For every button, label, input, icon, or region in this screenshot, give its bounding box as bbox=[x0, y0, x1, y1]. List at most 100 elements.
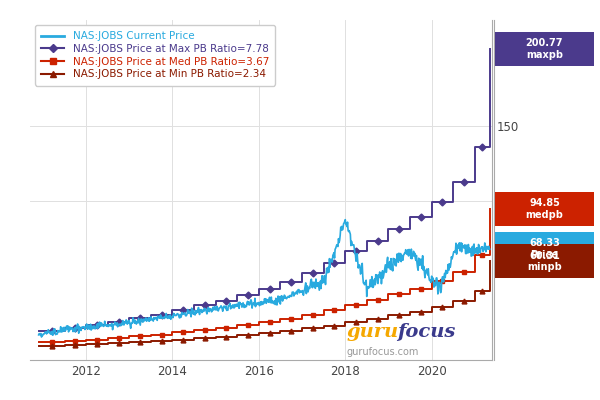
NAS:JOBS Price at Med PB Ratio=3.67 bbox=[83, 337, 90, 342]
NAS:JOBS Price at Med PB Ratio=3.67 bbox=[104, 337, 112, 342]
NAS:JOBS Price at Max PB Ratio=7.78 bbox=[147, 316, 154, 321]
NAS:JOBS Current Price bbox=[310, 280, 317, 284]
NAS:JOBS Price at Min PB Ratio=2.34 bbox=[341, 323, 349, 328]
NAS:JOBS Price at Max PB Ratio=7.78 bbox=[486, 144, 493, 149]
NAS:JOBS Price at Max PB Ratio=7.78 bbox=[341, 261, 349, 266]
NAS:JOBS Price at Max PB Ratio=7.78 bbox=[428, 215, 435, 220]
Line: NAS:JOBS Current Price: NAS:JOBS Current Price bbox=[38, 220, 490, 337]
Text: guru: guru bbox=[346, 323, 398, 341]
NAS:JOBS Price at Med PB Ratio=3.67 bbox=[471, 253, 478, 258]
NAS:JOBS Price at Min PB Ratio=2.34 bbox=[406, 309, 413, 314]
NAS:JOBS Price at Max PB Ratio=7.78 bbox=[83, 325, 90, 330]
NAS:JOBS Price at Min PB Ratio=2.34 bbox=[233, 333, 241, 338]
NAS:JOBS Price at Min PB Ratio=2.34 bbox=[212, 336, 219, 341]
NAS:JOBS Price at Med PB Ratio=3.67 bbox=[385, 297, 392, 302]
NAS:JOBS Price at Max PB Ratio=7.78 bbox=[61, 328, 68, 333]
NAS:JOBS Price at Med PB Ratio=3.67 bbox=[428, 279, 435, 284]
NAS:JOBS Price at Max PB Ratio=7.78 bbox=[104, 323, 112, 328]
NAS:JOBS Price at Med PB Ratio=3.67 bbox=[486, 207, 493, 212]
NAS:JOBS Price at Max PB Ratio=7.78 bbox=[385, 227, 392, 232]
NAS:JOBS Price at Med PB Ratio=3.67 bbox=[212, 326, 219, 330]
NAS:JOBS Current Price bbox=[63, 324, 70, 328]
Legend: NAS:JOBS Current Price, NAS:JOBS Price at Max PB Ratio=7.78, NAS:JOBS Price at M: NAS:JOBS Current Price, NAS:JOBS Price a… bbox=[35, 25, 275, 86]
NAS:JOBS Price at Med PB Ratio=3.67 bbox=[147, 332, 154, 337]
NAS:JOBS Price at Min PB Ratio=2.34 bbox=[126, 341, 133, 346]
NAS:JOBS Current Price bbox=[35, 332, 42, 337]
NAS:JOBS Price at Med PB Ratio=3.67 bbox=[320, 308, 327, 313]
NAS:JOBS Price at Min PB Ratio=2.34 bbox=[385, 316, 392, 321]
NAS:JOBS Price at Max PB Ratio=7.78 bbox=[255, 292, 262, 297]
NAS:JOBS Current Price bbox=[379, 274, 386, 279]
NAS:JOBS Price at Med PB Ratio=3.67 bbox=[320, 312, 327, 317]
NAS:JOBS Price at Min PB Ratio=2.34 bbox=[277, 331, 284, 336]
NAS:JOBS Price at Min PB Ratio=2.34 bbox=[341, 320, 349, 324]
Line: NAS:JOBS Price at Min PB Ratio=2.34: NAS:JOBS Price at Min PB Ratio=2.34 bbox=[38, 261, 490, 346]
NAS:JOBS Price at Med PB Ratio=3.67 bbox=[428, 286, 435, 291]
NAS:JOBS Price at Min PB Ratio=2.34 bbox=[255, 331, 262, 336]
NAS:JOBS Price at Min PB Ratio=2.34 bbox=[104, 342, 112, 347]
NAS:JOBS Price at Med PB Ratio=3.67 bbox=[341, 308, 349, 313]
NAS:JOBS Price at Med PB Ratio=3.67 bbox=[277, 320, 284, 325]
NAS:JOBS Price at Med PB Ratio=3.67 bbox=[341, 302, 349, 307]
NAS:JOBS Price at Max PB Ratio=7.78 bbox=[169, 308, 176, 312]
NAS:JOBS Price at Med PB Ratio=3.67 bbox=[255, 323, 262, 328]
NAS:JOBS Price at Med PB Ratio=3.67 bbox=[190, 328, 197, 333]
Text: 68.33
Price: 68.33 Price bbox=[529, 238, 560, 260]
NAS:JOBS Price at Med PB Ratio=3.67 bbox=[486, 253, 493, 258]
NAS:JOBS Price at Med PB Ratio=3.67 bbox=[471, 270, 478, 274]
Text: 200.77
maxpb: 200.77 maxpb bbox=[526, 38, 563, 60]
NAS:JOBS Current Price bbox=[425, 266, 432, 271]
NAS:JOBS Price at Min PB Ratio=2.34 bbox=[449, 305, 457, 310]
NAS:JOBS Price at Med PB Ratio=3.67 bbox=[190, 330, 197, 335]
NAS:JOBS Price at Max PB Ratio=7.78 bbox=[169, 312, 176, 317]
NAS:JOBS Price at Min PB Ratio=2.34 bbox=[190, 336, 197, 341]
NAS:JOBS Price at Max PB Ratio=7.78 bbox=[233, 292, 241, 297]
NAS:JOBS Current Price bbox=[38, 335, 45, 340]
NAS:JOBS Price at Min PB Ratio=2.34 bbox=[471, 288, 478, 293]
NAS:JOBS Price at Min PB Ratio=2.34 bbox=[471, 299, 478, 304]
NAS:JOBS Price at Max PB Ratio=7.78 bbox=[126, 320, 133, 324]
NAS:JOBS Price at Max PB Ratio=7.78 bbox=[298, 270, 305, 275]
NAS:JOBS Price at Min PB Ratio=2.34 bbox=[169, 337, 176, 342]
NAS:JOBS Price at Min PB Ratio=2.34 bbox=[428, 309, 435, 314]
NAS:JOBS Price at Max PB Ratio=7.78 bbox=[104, 320, 112, 324]
NAS:JOBS Price at Max PB Ratio=7.78 bbox=[471, 180, 478, 184]
NAS:JOBS Price at Med PB Ratio=3.67 bbox=[255, 320, 262, 325]
NAS:JOBS Price at Min PB Ratio=2.34 bbox=[449, 299, 457, 304]
NAS:JOBS Price at Max PB Ratio=7.78 bbox=[363, 238, 370, 243]
NAS:JOBS Price at Max PB Ratio=7.78 bbox=[277, 286, 284, 291]
NAS:JOBS Price at Min PB Ratio=2.34 bbox=[320, 326, 327, 331]
NAS:JOBS Price at Med PB Ratio=3.67 bbox=[104, 336, 112, 340]
NAS:JOBS Price at Min PB Ratio=2.34 bbox=[126, 340, 133, 344]
NAS:JOBS Price at Med PB Ratio=3.67 bbox=[406, 286, 413, 291]
NAS:JOBS Price at Med PB Ratio=3.67 bbox=[385, 292, 392, 297]
NAS:JOBS Price at Min PB Ratio=2.34 bbox=[298, 326, 305, 331]
NAS:JOBS Price at Max PB Ratio=7.78 bbox=[341, 249, 349, 254]
NAS:JOBS Price at Med PB Ratio=3.67 bbox=[233, 323, 241, 328]
NAS:JOBS Price at Max PB Ratio=7.78 bbox=[428, 200, 435, 204]
NAS:JOBS Price at Max PB Ratio=7.78 bbox=[212, 303, 219, 308]
NAS:JOBS Price at Med PB Ratio=3.67 bbox=[147, 334, 154, 339]
NAS:JOBS Current Price bbox=[298, 290, 305, 294]
NAS:JOBS Price at Max PB Ratio=7.78 bbox=[406, 215, 413, 220]
NAS:JOBS Price at Min PB Ratio=2.34 bbox=[385, 313, 392, 318]
NAS:JOBS Price at Max PB Ratio=7.78 bbox=[190, 308, 197, 312]
NAS:JOBS Price at Max PB Ratio=7.78 bbox=[190, 303, 197, 308]
NAS:JOBS Price at Max PB Ratio=7.78 bbox=[363, 249, 370, 254]
NAS:JOBS Price at Med PB Ratio=3.67 bbox=[169, 332, 176, 337]
NAS:JOBS Current Price bbox=[323, 266, 330, 271]
NAS:JOBS Price at Med PB Ratio=3.67 bbox=[169, 330, 176, 335]
NAS:JOBS Price at Med PB Ratio=3.67 bbox=[298, 312, 305, 317]
NAS:JOBS Price at Min PB Ratio=2.34 bbox=[61, 343, 68, 348]
NAS:JOBS Price at Min PB Ratio=2.34 bbox=[298, 329, 305, 334]
NAS:JOBS Price at Min PB Ratio=2.34 bbox=[486, 259, 493, 264]
NAS:JOBS Price at Min PB Ratio=2.34 bbox=[233, 334, 241, 339]
NAS:JOBS Price at Med PB Ratio=3.67 bbox=[363, 297, 370, 302]
Text: gurufocus.com: gurufocus.com bbox=[346, 346, 419, 357]
NAS:JOBS Price at Min PB Ratio=2.34 bbox=[147, 340, 154, 344]
NAS:JOBS Price at Med PB Ratio=3.67 bbox=[61, 340, 68, 344]
NAS:JOBS Price at Med PB Ratio=3.67 bbox=[126, 334, 133, 339]
NAS:JOBS Price at Max PB Ratio=7.78 bbox=[320, 261, 327, 266]
NAS:JOBS Price at Max PB Ratio=7.78 bbox=[406, 227, 413, 232]
NAS:JOBS Price at Min PB Ratio=2.34 bbox=[61, 344, 68, 348]
